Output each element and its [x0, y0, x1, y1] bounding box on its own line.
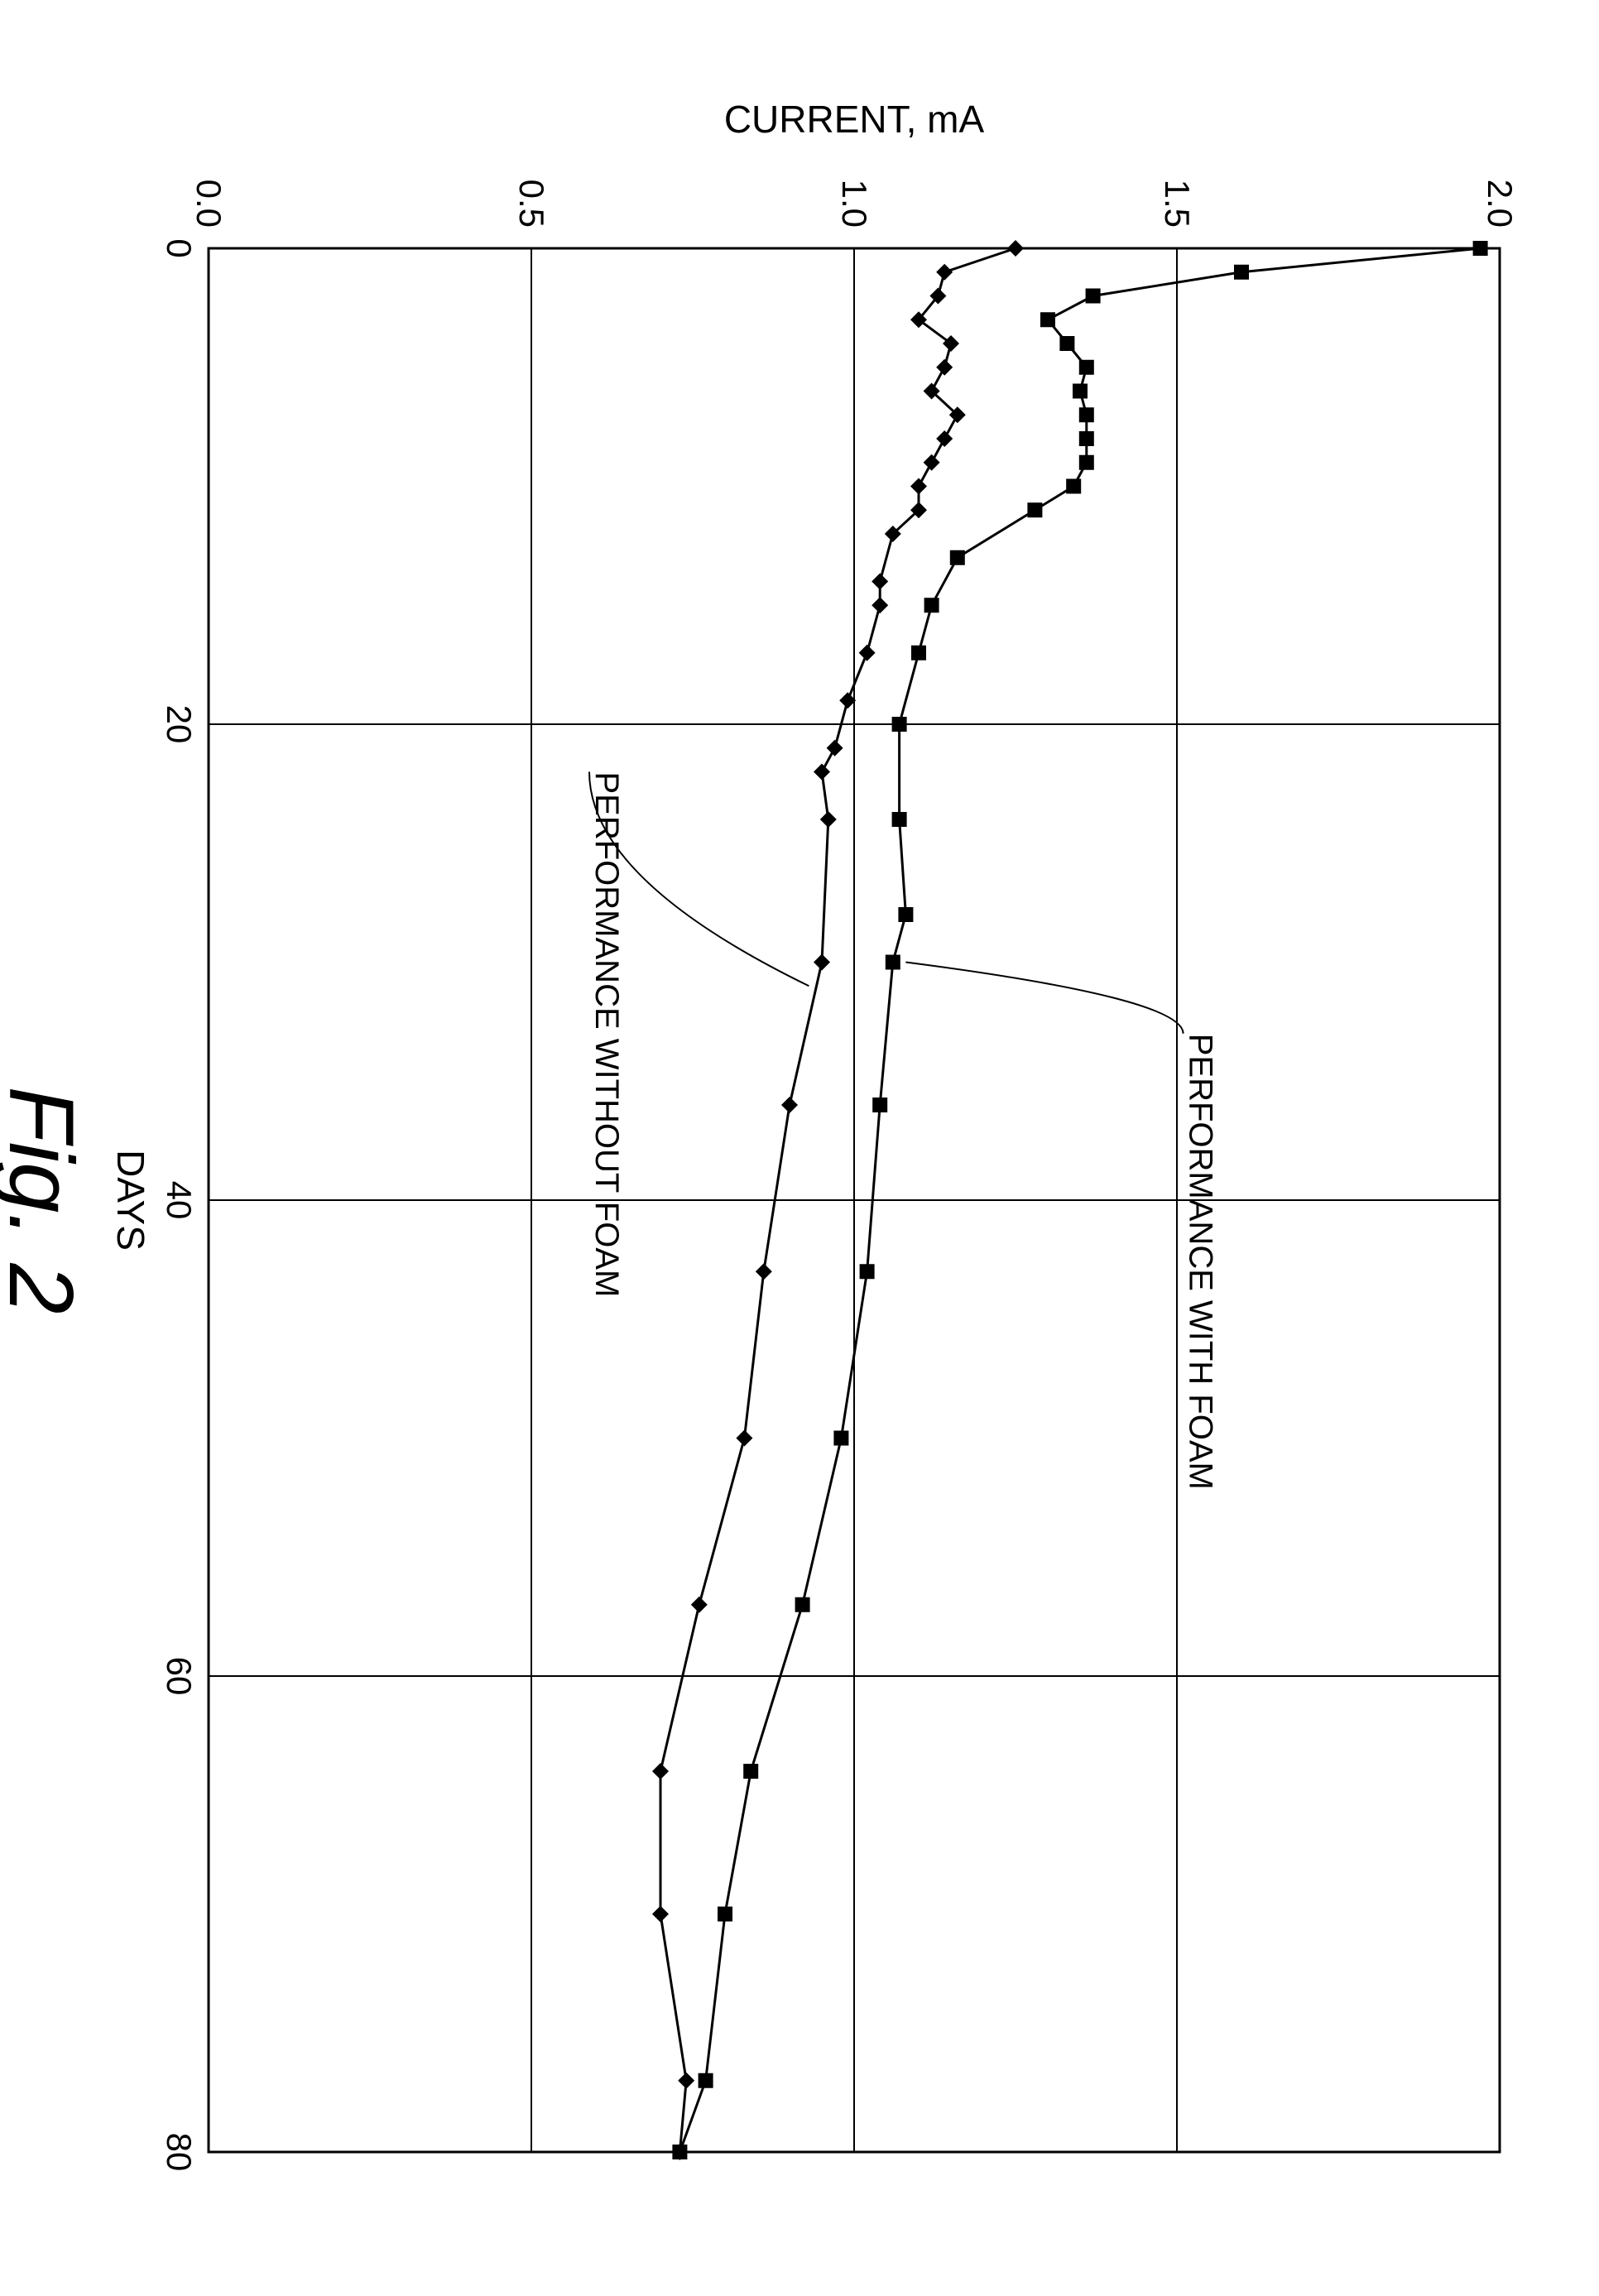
svg-text:20: 20 [160, 705, 199, 744]
svg-text:Fig. 2: Fig. 2 [0, 1086, 92, 1314]
svg-text:40: 40 [160, 1181, 199, 1220]
svg-text:DAYS: DAYS [109, 1150, 152, 1251]
svg-text:1.5: 1.5 [1158, 180, 1197, 228]
svg-text:60: 60 [160, 1657, 199, 1696]
svg-text:0: 0 [160, 238, 199, 257]
svg-text:PERFORMANCE WITH FOAM: PERFORMANCE WITH FOAM [1183, 1034, 1219, 1490]
svg-text:CURRENT, mA: CURRENT, mA [724, 98, 985, 141]
svg-text:80: 80 [160, 2133, 199, 2172]
chart-svg: 0 20 40 60 80 0.0 0.5 1.0 1.5 2.0 DAYS CURRENT, mA P… [0, 0, 1599, 2296]
svg-text:0.0: 0.0 [190, 180, 228, 228]
svg-text:PERFORMANCE WITHOUT FOAM: PERFORMANCE WITHOUT FOAM [588, 772, 625, 1298]
svg-text:2.0: 2.0 [1481, 180, 1520, 228]
svg-text:1.0: 1.0 [835, 180, 874, 228]
svg-text:0.5: 0.5 [512, 180, 551, 228]
